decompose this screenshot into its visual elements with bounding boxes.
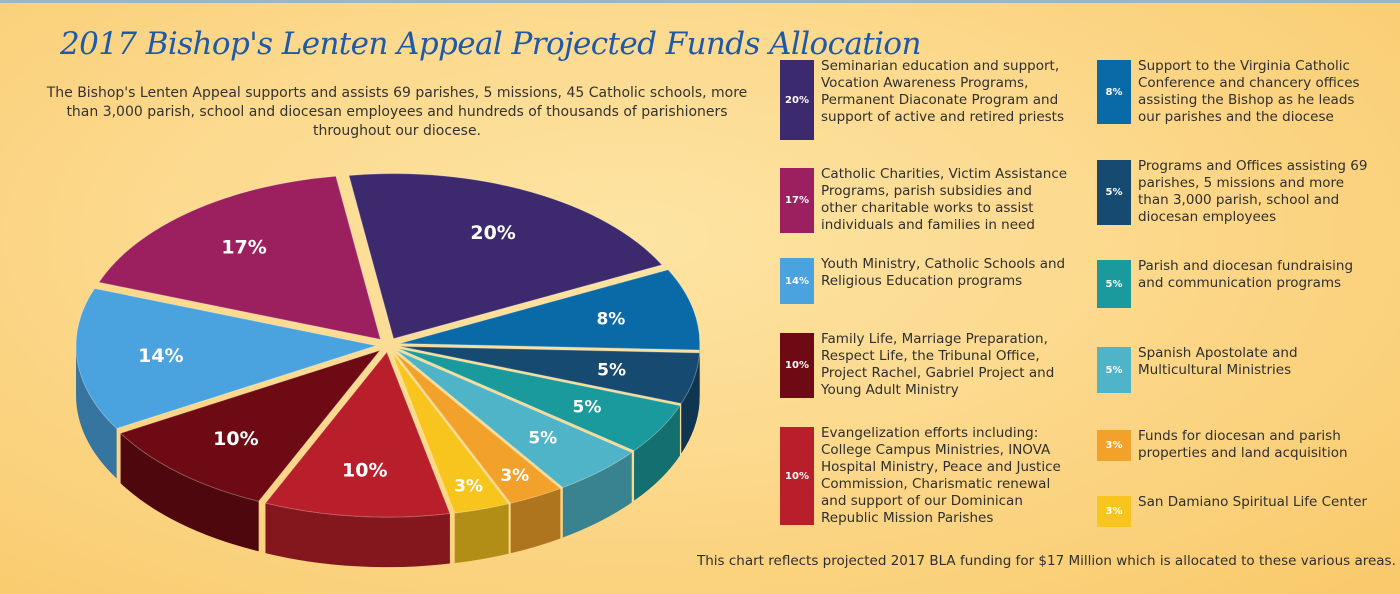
legend-item: 8% Support to the Virginia Catholic Confe… — [1097, 58, 1378, 126]
pie-slice-label-1: 8% — [596, 309, 625, 329]
pie-slice-side-5 — [510, 488, 561, 554]
legend-swatch: 10% — [780, 427, 814, 525]
pie-slice-label-2: 5% — [597, 361, 626, 381]
pie-slice-8 — [119, 349, 382, 502]
legend-swatch: 3% — [1097, 496, 1131, 527]
legend-item: 10% Family Life, Marriage Preparation, Re… — [780, 331, 1071, 399]
legend-item: 14% Youth Ministry, Catholic Schools and … — [780, 256, 1071, 304]
pie-tops — [75, 173, 701, 518]
legend-swatch: 5% — [1097, 260, 1131, 308]
pie-slice-side-3 — [634, 405, 680, 501]
legend-text: Catholic Charities, Victim Assistance Pr… — [821, 166, 1068, 233]
legend-swatch: 14% — [780, 258, 814, 304]
legend-text: Spanish Apostolate and Multicultural Min… — [1138, 345, 1298, 378]
legend-text: Parish and diocesan fundraising and comm… — [1138, 258, 1354, 291]
legend-swatch: 5% — [1097, 347, 1131, 393]
legend-text: San Damiano Spiritual Life Center — [1138, 494, 1368, 510]
pie-slice-1 — [399, 269, 701, 351]
pie-slice-label-4: 5% — [528, 429, 557, 449]
pie-slice-4 — [395, 349, 633, 489]
legend-text: Seminarian education and support, Vocati… — [821, 58, 1064, 125]
legend-item: 20% Seminarian education and support, Voc… — [780, 58, 1071, 140]
pie-slice-side-9 — [76, 345, 117, 479]
pie-slice-9 — [75, 287, 379, 430]
legend-item: 5% Spanish Apostolate and Multicultural M… — [1097, 345, 1378, 393]
legend-swatch: 10% — [780, 333, 814, 398]
pie-slice-side-6 — [454, 503, 509, 564]
pie-slice-0 — [348, 173, 663, 340]
pie-slice-label-10: 17% — [221, 236, 266, 258]
legend-text: Funds for diocesan and parish properties… — [1138, 428, 1348, 461]
pie-slice-side-4 — [562, 452, 632, 538]
pie-slice-label-8: 10% — [213, 428, 258, 450]
pie-sides — [76, 343, 700, 568]
chart-title: 2017 Bishop's Lenten Appeal Projected Fu… — [60, 26, 921, 62]
legend-item: 5% Parish and diocesan fundraising and co… — [1097, 258, 1378, 308]
pie-slice-label-3: 5% — [572, 398, 601, 418]
legend-item: 10% Evangelization efforts including: Col… — [780, 425, 1071, 527]
pie-slice-label-0: 20% — [470, 222, 515, 244]
pie-slice-side-8 — [120, 433, 259, 552]
pie-labels: 20% 8% 5% 5% 5% 3% 3% 10% 10% 14% 17% — [138, 222, 626, 496]
legend-item: 3% San Damiano Spiritual Life Center — [1097, 494, 1378, 527]
pie-slice-label-9: 14% — [138, 345, 183, 367]
legend-text: Support to the Virginia Catholic Confere… — [1138, 58, 1360, 125]
pie-slice-3 — [398, 348, 681, 452]
legend-swatch: 17% — [780, 168, 814, 233]
legend-item: 5% Programs and Offices assisting 69 pari… — [1097, 158, 1378, 226]
pie-slice-label-6: 3% — [454, 477, 483, 497]
legend-text: Family Life, Marriage Preparation, Respe… — [821, 331, 1055, 398]
top-border — [0, 0, 1400, 3]
legend-item: 3% Funds for diocesan and parish properti… — [1097, 428, 1378, 462]
legend-swatch: 8% — [1097, 60, 1131, 124]
pie-slice-label-5: 3% — [500, 466, 529, 486]
pie-slice-6 — [391, 351, 510, 514]
pie-slice-side-7 — [265, 503, 450, 568]
legend-swatch: 20% — [780, 60, 814, 140]
intro-text: The Bishop's Lenten Appeal supports and … — [46, 85, 748, 139]
pie-slice-2 — [399, 345, 701, 405]
pie-slice-5 — [393, 350, 562, 504]
legend-swatch: 3% — [1097, 430, 1131, 461]
pie-chart: 20% 8% 5% 5% 5% 3% 3% 10% 10% 14% 17% — [75, 173, 701, 568]
pie-slice-side-2 — [681, 352, 700, 454]
pie-slice-label-7: 10% — [342, 459, 387, 481]
legend-item: 17% Catholic Charities, Victim Assistance… — [780, 166, 1071, 234]
legend-text: Evangelization efforts including: Colleg… — [821, 425, 1061, 526]
legend-text: Programs and Offices assisting 69 parish… — [1138, 158, 1368, 225]
legend-swatch: 5% — [1097, 160, 1131, 225]
legend-text: Youth Ministry, Catholic Schools and Rel… — [821, 256, 1066, 289]
footer-note: This chart reflects projected 2017 BLA f… — [697, 553, 1396, 569]
pie-slice-10 — [98, 175, 382, 341]
pie-slice-7 — [264, 351, 451, 518]
